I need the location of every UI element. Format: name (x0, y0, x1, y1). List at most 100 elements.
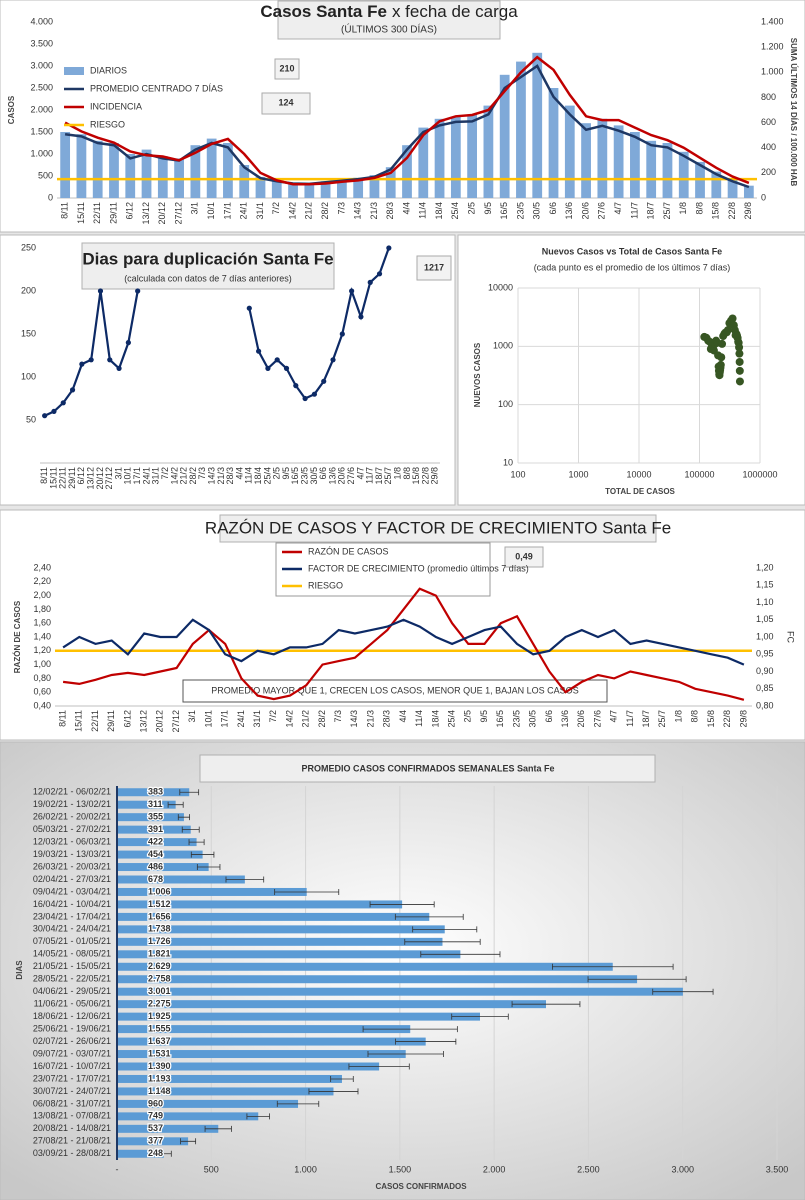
x-tick-label: 20/6 (580, 202, 590, 220)
error-bar (308, 1088, 359, 1095)
error-bar (420, 951, 501, 958)
point (717, 353, 726, 362)
y-tick-label: 3.000 (30, 60, 53, 70)
x-tick-label: 6/12 (76, 467, 86, 485)
x-tick-label: 13/6 (327, 467, 337, 485)
error-bar (276, 1100, 320, 1107)
x-tick-label: 15/11 (74, 710, 84, 732)
bar (117, 1087, 334, 1096)
chart-title: RAZÓN DE CASOS Y FACTOR DE CRECIMIENTO S… (205, 518, 671, 537)
point (293, 383, 299, 389)
bar (711, 171, 722, 198)
x-tick-label: 16/5 (290, 467, 300, 485)
y-axis-label: DIAS (15, 960, 24, 980)
bar (450, 116, 461, 198)
x-tick-label: 9/5 (483, 202, 493, 215)
bar (117, 975, 638, 984)
error-bar (404, 938, 481, 945)
error-bar (369, 901, 435, 908)
y-tick-label: 4.000 (30, 16, 53, 26)
y-tick-label: 27/08/21 - 21/08/21 (33, 1136, 111, 1146)
x-tick-label: 500 (204, 1164, 219, 1174)
y-tick-label: 09/04/21 - 03/04/21 (33, 886, 111, 896)
value-label: 1.148 (148, 1086, 171, 1096)
point (728, 314, 737, 323)
y-tick-label: 600 (761, 117, 776, 127)
x-tick-label: 29/11 (106, 710, 116, 732)
x-tick-label: 4/4 (398, 710, 408, 723)
y-tick-label: 200 (761, 167, 776, 177)
x-tick-label: 22/8 (727, 202, 737, 220)
x-tick-label: 11/7 (365, 467, 375, 484)
x-tick-label: 3/1 (190, 202, 200, 215)
y-tick-label: 0,60 (33, 687, 51, 697)
x-tick-label: 29/8 (430, 467, 440, 485)
annotation: 210 (279, 63, 294, 73)
legend-label: INCIDENCIA (90, 101, 142, 111)
point (735, 357, 744, 366)
bar (499, 74, 510, 198)
y-tick-label: 26/02/21 - 20/02/21 (33, 812, 111, 822)
point (321, 378, 327, 384)
subtitle: (cada punto es el promedio de los último… (534, 262, 731, 272)
x-tick-label: 100 (510, 469, 525, 479)
title-box (219, 514, 657, 543)
bar (117, 1112, 259, 1121)
x-tick-label: 27/6 (346, 467, 356, 485)
bar (206, 138, 217, 198)
point (42, 413, 48, 419)
x-tick-label: 7/2 (271, 202, 281, 215)
x-tick-label: 6/12 (125, 202, 135, 220)
bar (678, 151, 689, 198)
x-tick-label: 29/8 (743, 202, 753, 220)
bar (109, 143, 119, 198)
x-tick-label: 14/2 (284, 710, 294, 728)
bar (337, 179, 347, 198)
y-tick-label: 1,80 (33, 604, 51, 614)
annotation-box (504, 546, 544, 568)
x-tick-label: 15/8 (711, 202, 721, 220)
y-tick-label: 1,60 (33, 618, 51, 628)
y-tick-label: 02/07/21 - 26/06/21 (33, 1036, 111, 1046)
x-tick-label: 31/1 (151, 467, 161, 485)
x-tick-label: 1/8 (673, 710, 683, 723)
x-tick-label: 21/2 (179, 467, 189, 485)
y-tick-label: 200 (21, 285, 36, 295)
error-bar (394, 913, 464, 920)
bar (117, 987, 683, 996)
x-tick-label: 23/5 (299, 467, 309, 485)
x-tick-label: 9/5 (281, 467, 291, 480)
y-tick-label: 04/06/21 - 29/05/21 (33, 986, 111, 996)
x-tick-label: 22/8 (722, 710, 732, 728)
value-label: 1.555 (148, 1023, 171, 1033)
x-tick-label: 8/8 (402, 467, 412, 480)
bar (117, 875, 245, 884)
y-tick-label: 1,10 (756, 597, 774, 607)
bar (117, 1050, 406, 1059)
x-tick-label: 4/7 (355, 467, 365, 480)
y-tick-label: 2.500 (30, 82, 53, 92)
x-tick-label: 23/5 (511, 710, 521, 728)
annotation: 124 (278, 97, 293, 107)
y-tick-label: 100 (498, 399, 513, 409)
title-main: Casos Santa Fe (260, 2, 387, 21)
y-tick-label: 10000 (488, 282, 513, 292)
x-tick-label: 20/12 (155, 710, 165, 733)
bar (385, 167, 396, 198)
bar (117, 1124, 219, 1133)
x-tick-label: 24/1 (141, 467, 151, 485)
y-tick-label: 0,95 (756, 649, 774, 659)
legend-label: PROMEDIO CENTRADO 7 DÍAS (90, 83, 223, 93)
x-tick-label: 14/2 (287, 202, 297, 220)
title-box (277, 0, 501, 40)
x-tick-label: 14/2 (169, 467, 179, 485)
bar (467, 114, 477, 198)
error-bar (246, 1113, 270, 1120)
y-tick-label: 100 (21, 371, 36, 381)
annotation-box (274, 58, 300, 80)
x-tick-label: 28/2 (188, 467, 198, 485)
x-tick-label: 29/8 (738, 710, 748, 728)
bar (117, 850, 203, 859)
y-tick-label: 1.000 (30, 148, 53, 158)
x-tick-label: 30/5 (532, 202, 542, 220)
